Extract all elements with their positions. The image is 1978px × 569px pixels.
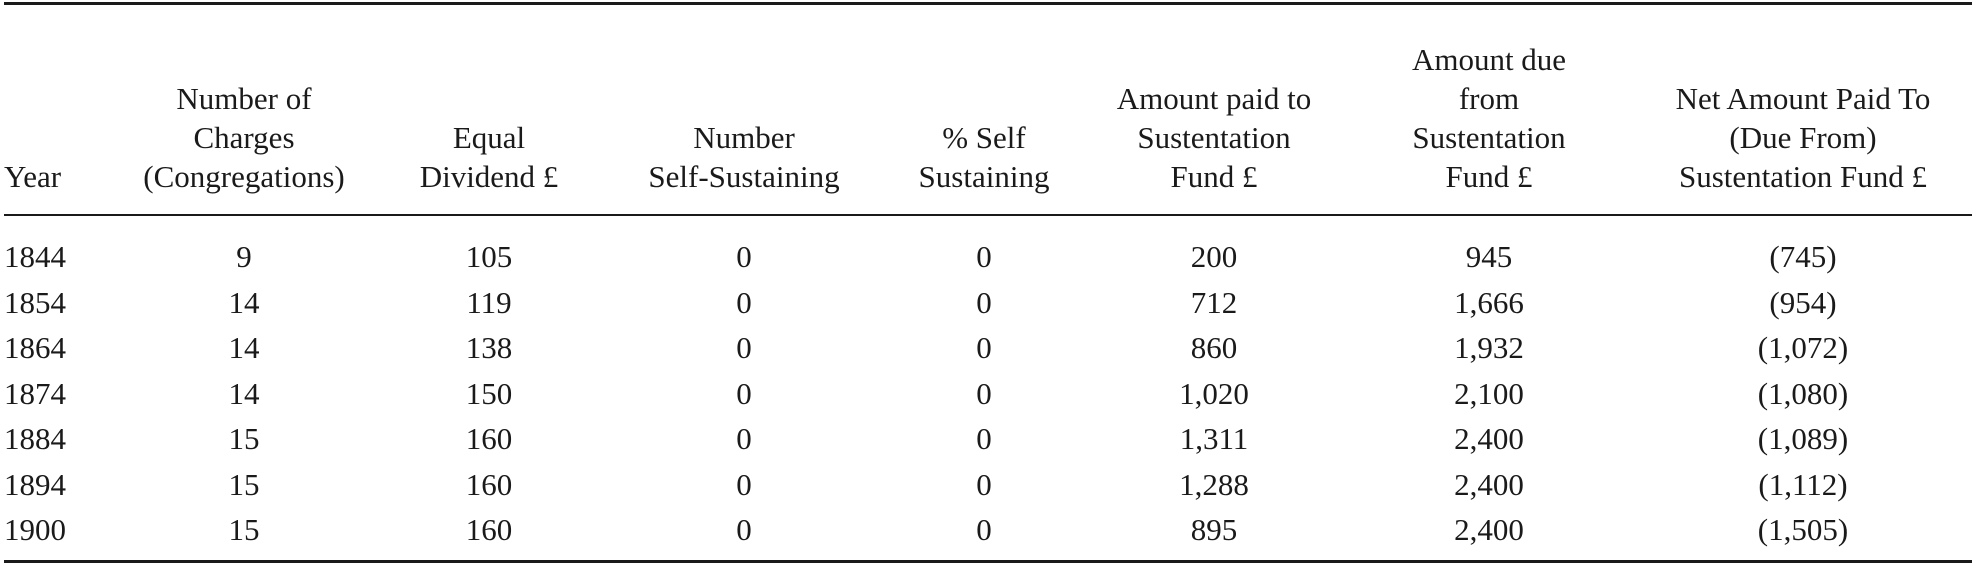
header-amount-paid: Amount paid to Sustentation Fund £ — [1116, 81, 1312, 194]
cell-amount-paid: 200 — [1190, 239, 1238, 274]
cell-amount-paid: 1,288 — [1179, 466, 1249, 502]
cell-net-amount: (1,072) — [1757, 330, 1849, 365]
cell-net-amount: (1,112) — [1758, 466, 1848, 502]
cell-year: 1854 — [4, 284, 66, 320]
cell-dividend: 160 — [465, 466, 513, 502]
cell-self-sustaining: 0 — [736, 375, 752, 411]
cell-amount-paid: 1,311 — [1179, 421, 1249, 456]
cell-amount-paid: 1,020 — [1179, 375, 1249, 411]
header-net-amount: Net Amount Paid To (Due From) Sustentati… — [1675, 81, 1931, 194]
cell-dividend: 160 — [465, 421, 513, 456]
cell-net-amount: (1,080) — [1757, 375, 1849, 411]
table-top-rule — [4, 2, 1972, 5]
cell-year: 1874 — [4, 375, 66, 411]
cell-net-amount: (745) — [1769, 239, 1837, 274]
cell-percent: 0 — [976, 330, 992, 365]
table-row: 1900 15 160 0 0 895 2,400 (1,505) — [4, 507, 1972, 553]
header-equal-dividend: Equal Dividend £ — [419, 120, 559, 194]
cell-self-sustaining: 0 — [736, 284, 752, 320]
table-row: 1894 15 160 0 0 1,288 2,400 (1,112) — [4, 462, 1972, 508]
table-row: 1854 14 119 0 0 712 1,666 (954) — [4, 280, 1972, 326]
table-bottom-rule — [4, 560, 1972, 563]
cell-amount-paid: 712 — [1190, 284, 1238, 320]
cell-amount-due: 2,400 — [1454, 421, 1524, 456]
table-row: 1864 14 138 0 0 860 1,932 (1,072) — [4, 325, 1972, 371]
cell-year: 1884 — [4, 421, 66, 456]
cell-dividend: 119 — [466, 284, 512, 320]
data-table: Year Number of Charges (Congregations) E… — [4, 2, 1972, 565]
cell-dividend: 138 — [465, 330, 513, 365]
cell-charges: 14 — [228, 330, 260, 365]
cell-amount-due: 2,400 — [1454, 466, 1524, 502]
cell-percent: 0 — [976, 375, 992, 411]
table-header-rule — [4, 214, 1972, 216]
cell-amount-paid: 895 — [1190, 512, 1238, 547]
header-number-self-sustaining: Number Self-Sustaining — [648, 120, 840, 194]
cell-year: 1894 — [4, 466, 66, 502]
cell-percent: 0 — [976, 421, 992, 456]
cell-percent: 0 — [976, 466, 992, 502]
cell-charges: 15 — [228, 512, 260, 547]
cell-self-sustaining: 0 — [736, 330, 752, 365]
cell-amount-due: 945 — [1465, 239, 1513, 274]
cell-self-sustaining: 0 — [736, 466, 752, 502]
cell-percent: 0 — [976, 284, 992, 320]
header-percent-self-sustaining: % Self Sustaining — [918, 120, 1050, 194]
header-amount-due: Amount due from Sustentation Fund £ — [1411, 42, 1567, 194]
cell-amount-due: 1,666 — [1454, 284, 1524, 320]
cell-percent: 0 — [976, 239, 992, 274]
cell-amount-paid: 860 — [1190, 330, 1238, 365]
header-number-of-charges: Number of Charges (Congregations) — [143, 81, 345, 194]
cell-net-amount: (954) — [1769, 284, 1837, 320]
cell-percent: 0 — [976, 512, 992, 547]
cell-amount-due: 1,932 — [1454, 330, 1524, 365]
cell-year: 1864 — [4, 330, 66, 365]
table-row: 1874 14 150 0 0 1,020 2,100 (1,080) — [4, 371, 1972, 417]
cell-dividend: 150 — [465, 375, 513, 411]
table-row: 1884 15 160 0 0 1,311 2,400 (1,089) — [4, 416, 1972, 462]
cell-amount-due: 2,100 — [1454, 375, 1524, 411]
cell-charges: 15 — [228, 466, 260, 502]
cell-year: 1844 — [4, 239, 66, 274]
table-row: 1844 9 105 0 0 200 945 (745) — [4, 234, 1972, 280]
table-header: Year Number of Charges (Congregations) E… — [4, 5, 1972, 214]
cell-net-amount: (1,505) — [1757, 512, 1849, 547]
table-body: 1844 9 105 0 0 200 945 (745) 1854 14 119… — [4, 234, 1972, 553]
cell-self-sustaining: 0 — [736, 512, 752, 547]
cell-self-sustaining: 0 — [736, 239, 752, 274]
cell-charges: 14 — [228, 375, 260, 411]
cell-net-amount: (1,089) — [1757, 421, 1849, 456]
cell-dividend: 160 — [465, 512, 513, 547]
cell-charges: 14 — [228, 284, 260, 320]
cell-amount-due: 2,400 — [1454, 512, 1524, 547]
cell-charges: 9 — [236, 239, 252, 274]
cell-self-sustaining: 0 — [736, 421, 752, 456]
cell-year: 1900 — [4, 512, 66, 547]
header-year: Year — [4, 159, 62, 194]
cell-charges: 15 — [228, 421, 260, 456]
cell-dividend: 105 — [465, 239, 513, 274]
